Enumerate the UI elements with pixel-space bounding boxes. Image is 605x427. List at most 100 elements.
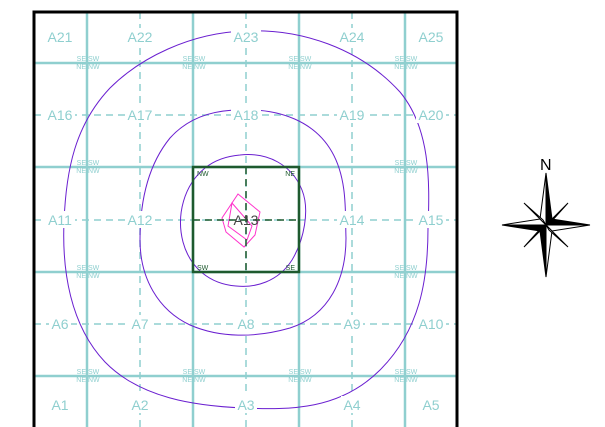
highlight-corner-label-ne: NE	[285, 171, 295, 178]
quadrant-label-se: SE	[77, 265, 87, 272]
inner-contour	[180, 154, 307, 287]
cell-label-a9: A9	[343, 316, 360, 332]
quadrant-label-se: SE	[395, 160, 405, 167]
quadrant-label-ne: NE	[288, 64, 298, 71]
cell-label-background	[129, 396, 151, 413]
quadrant-label-ne: NE	[394, 168, 404, 175]
cell-label-a18: A18	[234, 107, 259, 123]
compass-icon	[501, 172, 591, 278]
cell-label-a5: A5	[422, 397, 439, 413]
quadrant-label-nw: NW	[406, 273, 418, 280]
quadrant-label-se: SE	[395, 56, 405, 63]
quadrant-label-se: SE	[77, 56, 87, 63]
cell-label-a15: A15	[419, 212, 444, 228]
quadrant-label-ne: NE	[394, 64, 404, 71]
cell-label-a11: A11	[48, 212, 72, 228]
quadrant-label-nw: NW	[406, 168, 418, 175]
quadrant-label-nw: NW	[194, 377, 206, 384]
quadrant-label-nw: NW	[300, 64, 312, 71]
quadrant-label-ne: NE	[76, 64, 86, 71]
cell-label-a20: A20	[419, 107, 444, 123]
cell-label-background	[416, 28, 446, 45]
quadrant-label-ne: NE	[394, 377, 404, 384]
cell-label-background	[416, 315, 446, 332]
cell-label-background	[49, 396, 71, 413]
cell-label-background	[341, 396, 363, 413]
quadrant-label-se: SE	[77, 160, 87, 167]
cell-label-background	[235, 315, 257, 332]
cell-label-background	[420, 396, 442, 413]
quadrant-label-ne: NE	[182, 377, 192, 384]
quadrant-label-ne: NE	[182, 64, 192, 71]
cell-label-a14: A14	[340, 212, 365, 228]
quadrant-label-nw: NW	[300, 377, 312, 384]
cell-label-a17: A17	[128, 107, 153, 123]
quadrant-label-nw: NW	[194, 64, 206, 71]
cell-label-a8: A8	[237, 316, 254, 332]
quadrant-label-sw: SW	[406, 265, 418, 272]
cell-label-a3: A3	[237, 397, 254, 413]
cell-label-a16: A16	[48, 107, 73, 123]
quadrant-label-ne: NE	[394, 273, 404, 280]
cell-label-a19: A19	[340, 107, 365, 123]
cell-label-background	[125, 28, 155, 45]
quadrant-label-sw: SW	[406, 160, 418, 167]
cell-label-background	[337, 28, 367, 45]
quadrant-label-sw: SW	[300, 56, 312, 63]
quadrant-label-sw: SW	[88, 369, 100, 376]
quadrant-label-se: SE	[77, 369, 87, 376]
quadrant-label-ne: NE	[76, 168, 86, 175]
cell-label-a25: A25	[419, 29, 444, 45]
highlight-corner-label-se: SE	[286, 265, 296, 272]
quadrant-label-sw: SW	[194, 56, 206, 63]
quadrant-label-ne: NE	[76, 273, 86, 280]
cell-label-background	[235, 396, 257, 413]
map-frame	[32, 10, 459, 427]
middle-contour	[139, 109, 347, 336]
highlight-corner-label-nw: NW	[197, 171, 209, 178]
cell-label-background	[337, 106, 367, 123]
quadrant-label-sw: SW	[88, 160, 100, 167]
cell-label-a23: A23	[234, 29, 259, 45]
quadrant-label-nw: NW	[88, 168, 100, 175]
cell-label-background	[341, 315, 363, 332]
compass-north-label: N	[540, 157, 552, 174]
quadrant-label-se: SE	[395, 369, 405, 376]
quadrant-label-se: SE	[183, 56, 193, 63]
cell-label-a4: A4	[343, 397, 360, 413]
cell-label-a2: A2	[131, 397, 148, 413]
cell-label-background	[125, 211, 155, 228]
cell-label-background	[416, 211, 446, 228]
quadrant-label-se: SE	[289, 369, 299, 376]
cell-label-a24: A24	[340, 29, 365, 45]
cell-label-a6: A6	[51, 316, 68, 332]
highlight-corner-label-sw: SW	[197, 265, 209, 272]
cell-label-a22: A22	[128, 29, 153, 45]
quadrant-label-sw: SW	[406, 369, 418, 376]
quadrant-label-sw: SW	[406, 56, 418, 63]
quadrant-label-sw: SW	[88, 56, 100, 63]
cell-label-a12: A12	[128, 212, 153, 228]
cell-labels: A21 A22 A23 A24 A25 A16 A17 A18 A19 A20 A11 A12 A13 A…	[45, 28, 446, 413]
cell-label-a13: A13	[234, 212, 259, 228]
quadrant-label-sw: SW	[194, 369, 206, 376]
quadrant-label-sw: SW	[300, 369, 312, 376]
cell-label-a7: A7	[131, 316, 148, 332]
highlighted-cell-border	[191, 165, 301, 274]
quadrant-label-se: SE	[183, 369, 193, 376]
cell-label-background	[337, 211, 367, 228]
quadrant-label-nw: NW	[88, 64, 100, 71]
cell-label-background	[49, 315, 71, 332]
cell-label-background	[125, 106, 155, 123]
quadrant-label-ne: NE	[76, 377, 86, 384]
cell-label-background	[45, 28, 75, 45]
quadrant-label-se: SE	[289, 56, 299, 63]
quadrant-label-sw: SW	[88, 265, 100, 272]
quadrant-label-nw: NW	[406, 64, 418, 71]
cell-label-background	[129, 315, 151, 332]
cell-label-a21: A21	[48, 29, 73, 45]
quadrant-label-se: SE	[395, 265, 405, 272]
quadrant-label-nw: NW	[406, 377, 418, 384]
cell-label-background	[45, 106, 75, 123]
